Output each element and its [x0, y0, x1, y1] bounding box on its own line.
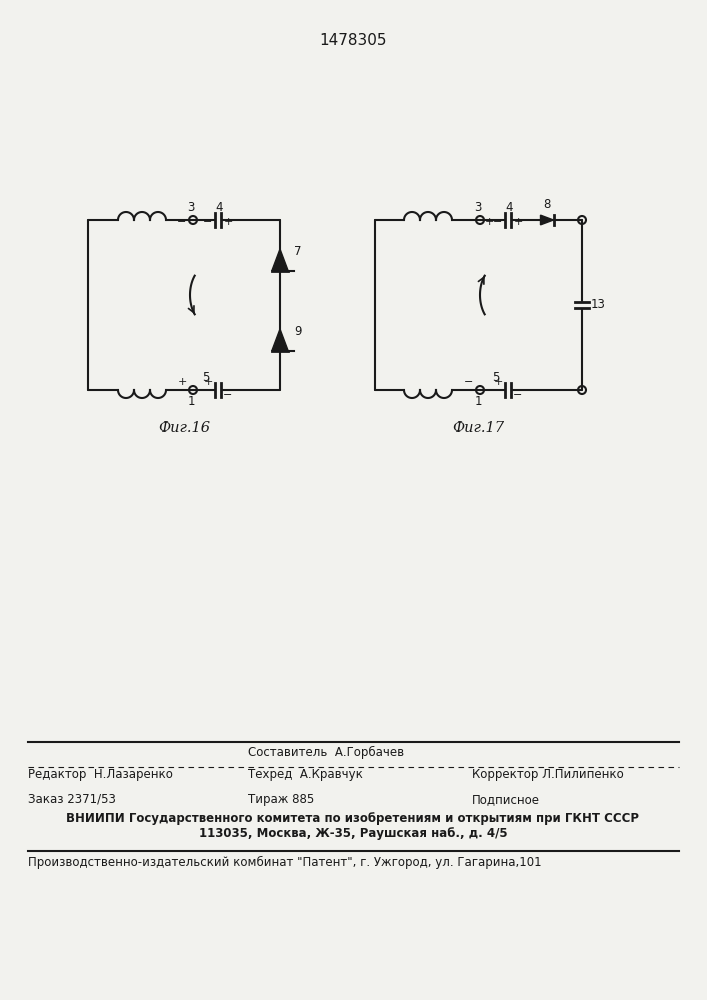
Text: −: −: [223, 390, 233, 400]
Text: Фиг.16: Фиг.16: [158, 421, 210, 435]
Text: 7: 7: [294, 245, 301, 258]
Text: 5: 5: [202, 371, 210, 384]
Text: 1: 1: [474, 395, 481, 408]
Text: Фиг.17: Фиг.17: [452, 421, 505, 435]
Text: 4: 4: [506, 201, 513, 214]
Text: 113035, Москва, Ж-35, Раушская наб., д. 4/5: 113035, Москва, Ж-35, Раушская наб., д. …: [199, 827, 508, 840]
Text: +: +: [204, 377, 213, 387]
Text: Редактор  Н.Лазаренко: Редактор Н.Лазаренко: [28, 768, 173, 781]
Text: +: +: [484, 217, 493, 227]
Text: −: −: [204, 217, 213, 227]
Text: +: +: [223, 217, 233, 227]
Text: 3: 3: [187, 201, 194, 214]
Text: +: +: [513, 217, 522, 227]
Text: −: −: [513, 390, 522, 400]
Text: 1478305: 1478305: [320, 33, 387, 48]
Text: 13: 13: [591, 298, 606, 312]
Text: −: −: [493, 217, 503, 227]
Text: +: +: [493, 377, 503, 387]
Text: 9: 9: [294, 325, 301, 338]
Text: Техред  А.Кравчук: Техред А.Кравчук: [248, 768, 363, 781]
Text: 4: 4: [215, 201, 223, 214]
Text: −: −: [464, 377, 474, 387]
Polygon shape: [271, 249, 288, 271]
Polygon shape: [540, 215, 554, 225]
Text: Подписное: Подписное: [472, 793, 540, 806]
Text: 1: 1: [187, 395, 194, 408]
Text: 3: 3: [474, 201, 481, 214]
Text: Составитель  А.Горбачев: Составитель А.Горбачев: [248, 746, 404, 759]
Text: Производственно-издательский комбинат "Патент", г. Ужгород, ул. Гагарина,101: Производственно-издательский комбинат "П…: [28, 856, 542, 869]
Text: +: +: [177, 377, 187, 387]
Polygon shape: [271, 329, 288, 351]
Text: ВНИИПИ Государственного комитета по изобретениям и открытиям при ГКНТ СССР: ВНИИПИ Государственного комитета по изоб…: [66, 812, 640, 825]
Text: 8: 8: [543, 198, 551, 211]
Text: Заказ 2371/53: Заказ 2371/53: [28, 793, 116, 806]
Text: 5: 5: [492, 371, 500, 384]
Text: Корректор Л.Пилипенко: Корректор Л.Пилипенко: [472, 768, 624, 781]
Text: Тираж 885: Тираж 885: [248, 793, 314, 806]
Text: −: −: [177, 217, 187, 227]
